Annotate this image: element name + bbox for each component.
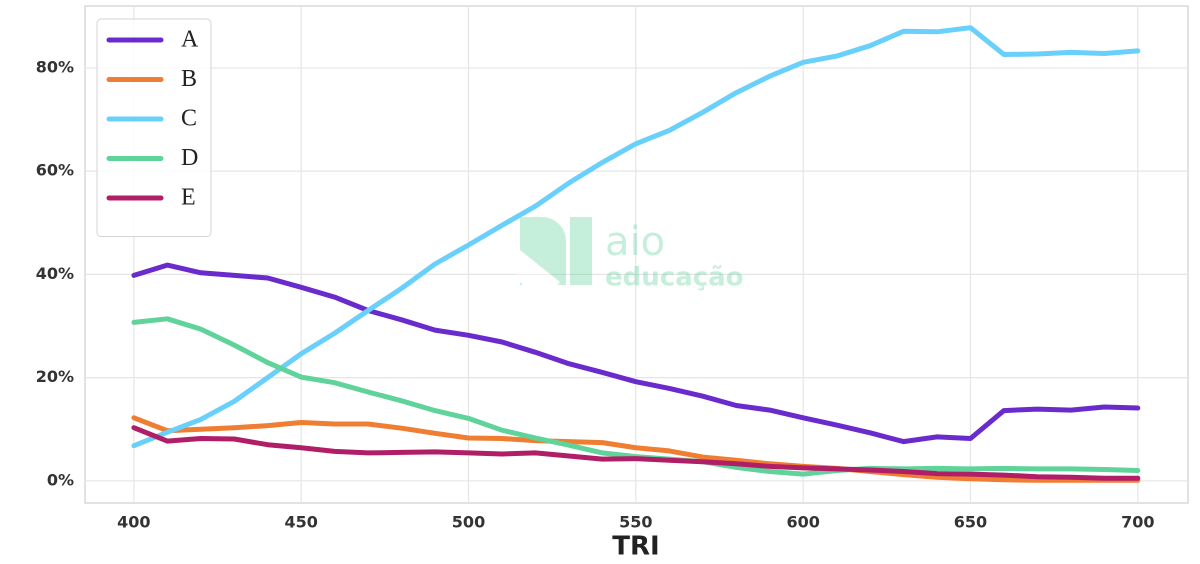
x-tick-label: 650 xyxy=(954,513,987,532)
plot-area xyxy=(84,5,1189,504)
legend-label: E xyxy=(181,185,196,211)
x-tick-label: 700 xyxy=(1121,513,1154,532)
x-tick-label: 500 xyxy=(452,513,485,532)
watermark-sub: educação xyxy=(605,263,744,293)
watermark-brand: aio xyxy=(605,219,665,265)
x-tick-label: 600 xyxy=(786,513,819,532)
series-line xyxy=(131,262,1141,445)
x-tick-label: 400 xyxy=(117,513,150,532)
logo-bar xyxy=(570,217,592,285)
legend-label: C xyxy=(181,106,197,132)
y-tick-label: 60% xyxy=(36,161,74,180)
y-tick-label: 20% xyxy=(36,367,74,386)
series-line xyxy=(131,25,1141,449)
legend-box xyxy=(96,18,212,237)
y-tick-label: 40% xyxy=(36,264,74,283)
series-line xyxy=(131,415,1141,483)
legend-label: D xyxy=(181,145,198,171)
logo-shape xyxy=(520,217,566,285)
x-axis-label: TRI xyxy=(612,532,659,561)
legend-label: A xyxy=(181,27,199,53)
x-tick-label: 450 xyxy=(284,513,317,532)
x-tick-label: 550 xyxy=(619,513,652,532)
legend-label: B xyxy=(181,66,197,92)
lines xyxy=(131,25,1141,483)
watermark: aio educação xyxy=(514,217,744,293)
y-tick-label: 0% xyxy=(47,470,74,489)
series-line xyxy=(131,425,1141,481)
y-tick-label: 80% xyxy=(36,57,74,76)
logo-cut xyxy=(514,250,560,292)
